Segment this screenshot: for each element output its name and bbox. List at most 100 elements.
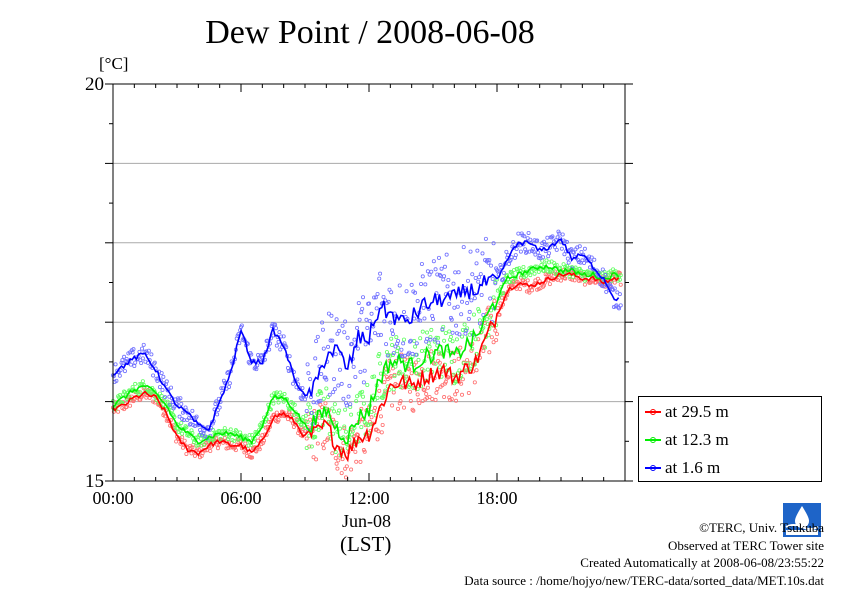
data-point (390, 403, 395, 408)
credit-source: Data source : /home/hojyo/new/TERC-data/… (464, 572, 824, 588)
data-point (530, 247, 535, 252)
y-tick-label: 20 (85, 74, 104, 95)
data-point (224, 446, 229, 451)
data-point (381, 294, 386, 299)
legend-label-1-6m: at 1.6 m (665, 458, 721, 477)
data-point (361, 394, 366, 399)
series-lines (112, 238, 620, 463)
data-point (528, 237, 533, 242)
data-point (343, 429, 348, 434)
data-point (359, 425, 364, 430)
data-point (164, 379, 169, 384)
data-point (430, 396, 435, 401)
data-point (401, 405, 406, 410)
data-point (182, 438, 187, 443)
data-point (321, 446, 326, 451)
data-point (378, 414, 383, 419)
data-point (140, 356, 145, 361)
data-point (431, 361, 436, 366)
data-point (247, 433, 252, 438)
data-point (337, 328, 342, 333)
data-point (547, 282, 552, 287)
data-point (436, 255, 441, 260)
data-point (324, 377, 329, 382)
data-point (168, 404, 173, 409)
legend: at 29.5 m at 12.3 m at 1.6 m (638, 396, 822, 482)
data-point (613, 269, 618, 274)
data-point (352, 337, 357, 342)
data-point (559, 278, 564, 283)
data-point (476, 279, 481, 284)
data-point (474, 261, 479, 266)
data-point (577, 244, 582, 249)
data-point (542, 242, 547, 247)
data-point (570, 274, 575, 279)
data-point (334, 317, 339, 322)
data-point (343, 319, 348, 324)
legend-label-12-3m: at 12.3 m (665, 430, 729, 449)
data-point (332, 387, 337, 392)
data-point (434, 390, 439, 395)
data-point (304, 445, 309, 450)
data-point (316, 427, 321, 432)
data-point (408, 338, 413, 343)
data-point (174, 426, 179, 431)
legend-item-1-6m: at 1.6 m (645, 457, 720, 479)
data-point (375, 291, 380, 296)
data-point (453, 270, 458, 275)
data-point (282, 392, 287, 397)
data-point (500, 291, 505, 296)
data-point (411, 408, 416, 413)
data-point (398, 399, 403, 404)
data-point (376, 333, 381, 338)
data-point (198, 430, 203, 435)
data-point (255, 363, 260, 368)
data-point (563, 239, 568, 244)
data-point (459, 312, 464, 317)
data-point (612, 286, 617, 291)
data-point (459, 381, 464, 386)
data-point (190, 408, 195, 413)
data-point (432, 339, 437, 344)
data-point (214, 399, 219, 404)
data-point (390, 328, 395, 333)
data-point (309, 444, 314, 449)
data-point (222, 435, 227, 440)
data-point (394, 335, 399, 340)
data-point (304, 408, 309, 413)
data-point (431, 259, 436, 264)
data-point (315, 392, 320, 397)
data-point (441, 277, 446, 282)
axes: 00:00 06:00 12:00 18:00 15 20 (85, 74, 633, 508)
data-point (337, 367, 342, 372)
data-point (532, 271, 537, 276)
data-point (339, 471, 344, 476)
grid-lines (113, 162, 625, 403)
data-point (451, 281, 456, 286)
data-point (554, 247, 559, 252)
data-point (151, 373, 156, 378)
data-point (417, 401, 422, 406)
data-point (413, 360, 418, 365)
data-point (246, 443, 251, 448)
data-point (349, 412, 354, 417)
x-axis-timezone-label: (LST) (340, 532, 392, 556)
data-point (565, 256, 570, 261)
data-point (400, 354, 405, 359)
data-point (358, 369, 363, 374)
data-point (340, 323, 345, 328)
data-point (605, 273, 610, 278)
data-point (332, 402, 337, 407)
data-point (553, 272, 558, 277)
data-point (497, 312, 502, 317)
data-point (362, 368, 367, 373)
data-point (159, 371, 164, 376)
data-point (554, 262, 559, 267)
data-point (122, 369, 127, 374)
data-point (367, 419, 372, 424)
data-point (460, 392, 465, 397)
data-point (407, 367, 412, 372)
data-point (432, 337, 437, 342)
data-point (313, 434, 318, 439)
data-point (121, 361, 126, 366)
